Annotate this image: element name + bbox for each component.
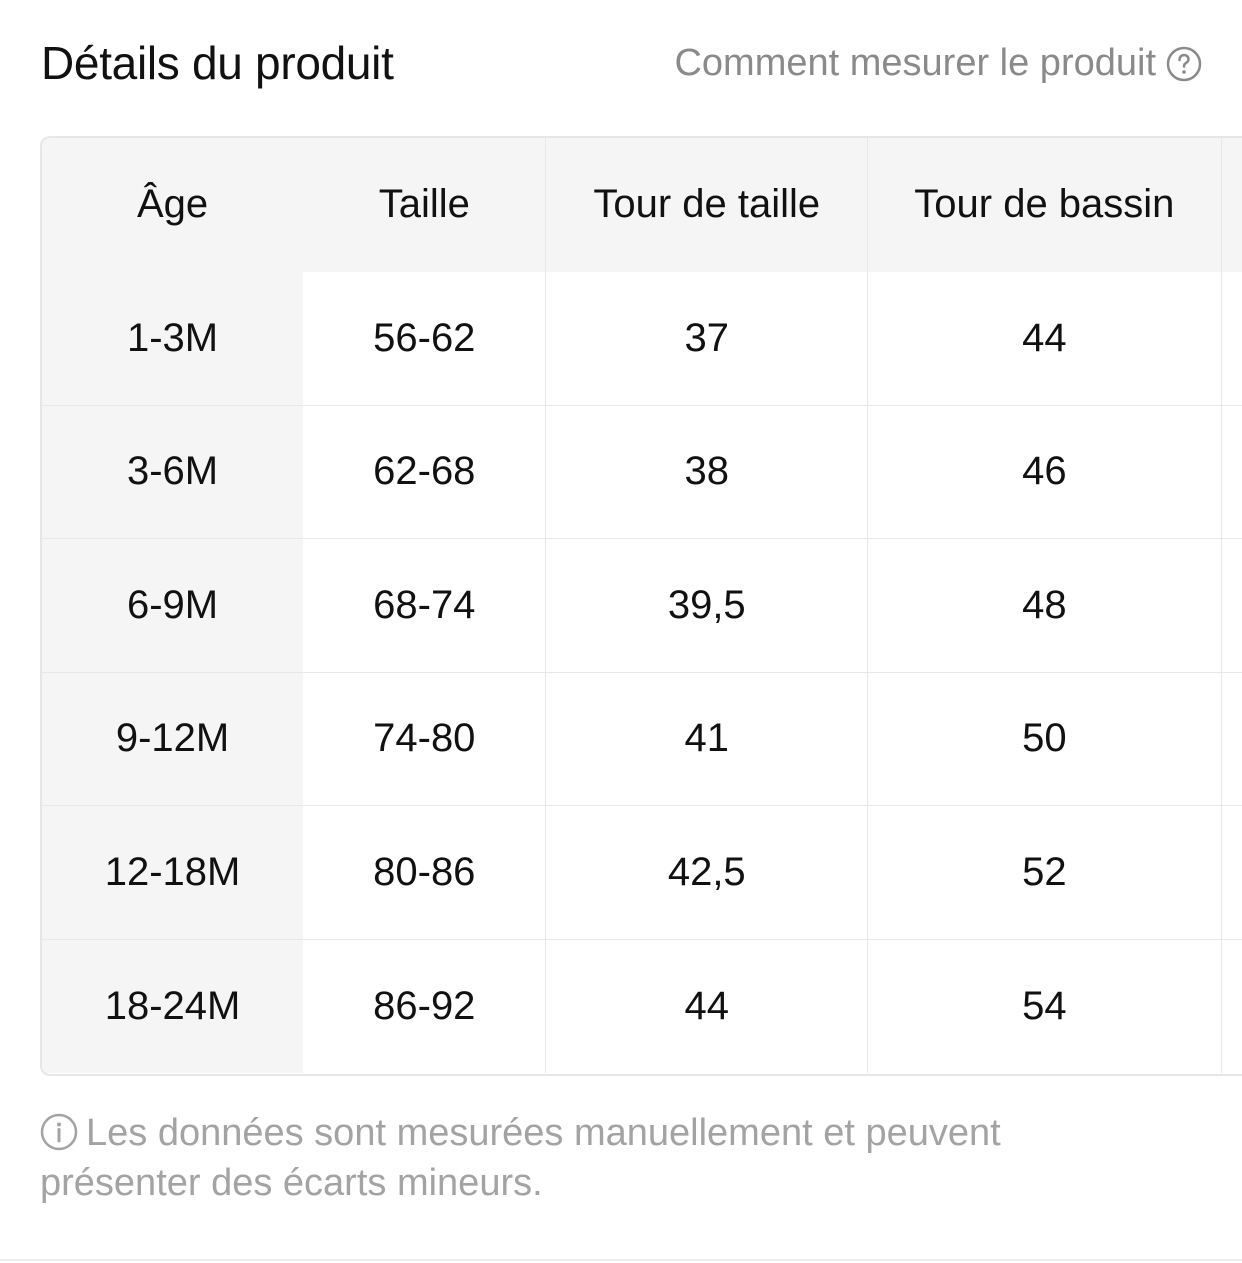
size-cell: 62-68 xyxy=(303,405,547,539)
age-cell: 9-12M xyxy=(42,672,304,806)
header: Détails du produit Comment mesurer le pr… xyxy=(0,0,1242,130)
size-cell: 80-86 xyxy=(303,805,547,940)
overflow-cell xyxy=(1221,672,1242,806)
table-row: 6-9M 68-74 39,5 48 xyxy=(42,538,1242,673)
table-row: 3-6M 62-68 38 46 xyxy=(42,405,1242,539)
column-header-hip: Tour de bassin xyxy=(867,138,1222,272)
how-to-measure-link[interactable]: Comment mesurer le produit xyxy=(674,42,1202,85)
column-header-waist: Tour de taille xyxy=(545,138,869,272)
waist-cell: 41 xyxy=(545,672,869,806)
hip-cell: 48 xyxy=(867,538,1222,673)
waist-cell: 38 xyxy=(545,405,869,539)
disclaimer-text: Les données sont mesurées manuellement e… xyxy=(40,1112,1001,1204)
table-row: 1-3M 56-62 37 44 xyxy=(42,271,1242,406)
overflow-cell xyxy=(1221,405,1242,539)
how-to-measure-label: Comment mesurer le produit xyxy=(674,42,1156,84)
size-cell: 68-74 xyxy=(303,538,547,673)
overflow-cell xyxy=(1221,271,1242,406)
column-header-age: Âge xyxy=(42,138,304,272)
waist-cell: 39,5 xyxy=(545,538,869,673)
overflow-cell xyxy=(1221,805,1242,940)
size-table: Âge Taille Tour de taille Tour de bassin… xyxy=(40,136,1242,1076)
size-cell: 74-80 xyxy=(303,672,547,806)
age-cell: 6-9M xyxy=(42,538,304,673)
age-cell: 18-24M xyxy=(42,939,304,1073)
overflow-cell xyxy=(1221,939,1242,1073)
size-cell: 56-62 xyxy=(303,271,547,406)
age-cell: 3-6M xyxy=(42,405,304,539)
age-cell: 12-18M xyxy=(42,805,304,940)
table-header-row: Âge Taille Tour de taille Tour de bassin xyxy=(42,138,1242,272)
page-title: Détails du produit xyxy=(41,37,394,89)
waist-cell: 37 xyxy=(545,271,869,406)
hip-cell: 52 xyxy=(867,805,1222,940)
table-row: 18-24M 86-92 44 54 xyxy=(42,939,1242,1073)
size-cell: 86-92 xyxy=(303,939,547,1073)
overflow-cell xyxy=(1221,538,1242,673)
section-divider xyxy=(0,1259,1242,1261)
hip-cell: 44 xyxy=(867,271,1222,406)
info-circle-icon xyxy=(40,1113,78,1151)
table-row: 12-18M 80-86 42,5 52 xyxy=(42,805,1242,940)
hip-cell: 54 xyxy=(867,939,1222,1073)
measurement-disclaimer: Les données sont mesurées manuellement e… xyxy=(40,1108,1140,1208)
age-cell: 1-3M xyxy=(42,271,304,406)
table-row: 9-12M 74-80 41 50 xyxy=(42,672,1242,806)
waist-cell: 44 xyxy=(545,939,869,1073)
question-circle-icon xyxy=(1166,46,1202,82)
hip-cell: 46 xyxy=(867,405,1222,539)
waist-cell: 42,5 xyxy=(545,805,869,940)
column-header-size: Taille xyxy=(303,138,547,272)
column-header-overflow xyxy=(1221,138,1242,272)
hip-cell: 50 xyxy=(867,672,1222,806)
